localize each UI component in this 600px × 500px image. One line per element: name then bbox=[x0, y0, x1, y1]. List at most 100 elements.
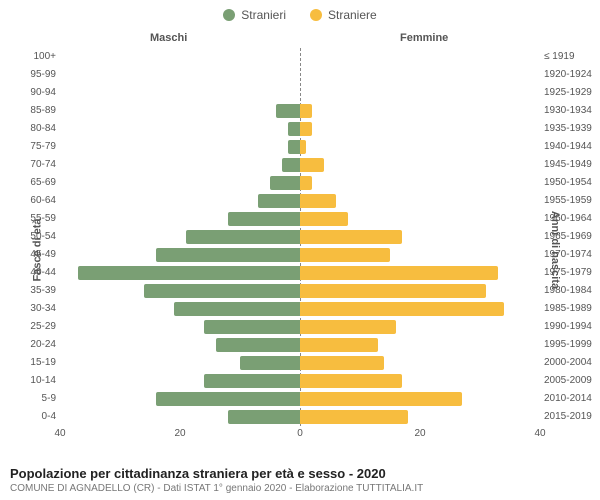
pyramid-row: 60-641955-1959 bbox=[60, 192, 540, 210]
bar-male bbox=[78, 266, 300, 280]
age-label: 80-84 bbox=[16, 120, 56, 138]
age-label: 90-94 bbox=[16, 84, 56, 102]
pyramid-chart: 100+≤ 191995-991920-192490-941925-192985… bbox=[60, 48, 540, 442]
pyramid-row: 0-42015-2019 bbox=[60, 408, 540, 426]
birth-year-label: 2015-2019 bbox=[544, 408, 596, 426]
birth-year-label: 2010-2014 bbox=[544, 390, 596, 408]
birth-year-label: 2005-2009 bbox=[544, 372, 596, 390]
age-label: 5-9 bbox=[16, 390, 56, 408]
bar-female bbox=[300, 158, 324, 172]
bar-male bbox=[216, 338, 300, 352]
pyramid-row: 10-142005-2009 bbox=[60, 372, 540, 390]
pyramid-row: 80-841935-1939 bbox=[60, 120, 540, 138]
pyramid-row: 30-341985-1989 bbox=[60, 300, 540, 318]
age-label: 55-59 bbox=[16, 210, 56, 228]
pyramid-row: 55-591960-1964 bbox=[60, 210, 540, 228]
pyramid-row: 20-241995-1999 bbox=[60, 336, 540, 354]
bar-female bbox=[300, 122, 312, 136]
birth-year-label: 1955-1959 bbox=[544, 192, 596, 210]
bar-male bbox=[204, 320, 300, 334]
age-label: 100+ bbox=[16, 48, 56, 66]
x-axis: 402002040 bbox=[60, 426, 540, 442]
pyramid-row: 50-541965-1969 bbox=[60, 228, 540, 246]
bar-male bbox=[144, 284, 300, 298]
bar-female bbox=[300, 176, 312, 190]
plot-area: 100+≤ 191995-991920-192490-941925-192985… bbox=[60, 48, 540, 426]
pyramid-row: 45-491970-1974 bbox=[60, 246, 540, 264]
bar-female bbox=[300, 140, 306, 154]
age-label: 95-99 bbox=[16, 66, 56, 84]
birth-year-label: 1950-1954 bbox=[544, 174, 596, 192]
age-label: 20-24 bbox=[16, 336, 56, 354]
legend-item-female: Straniere bbox=[310, 8, 377, 22]
birth-year-label: 1975-1979 bbox=[544, 264, 596, 282]
bar-male bbox=[270, 176, 300, 190]
age-label: 60-64 bbox=[16, 192, 56, 210]
age-label: 50-54 bbox=[16, 228, 56, 246]
pyramid-row: 85-891930-1934 bbox=[60, 102, 540, 120]
bar-female bbox=[300, 374, 402, 388]
age-label: 10-14 bbox=[16, 372, 56, 390]
birth-year-label: 1945-1949 bbox=[544, 156, 596, 174]
birth-year-label: 1935-1939 bbox=[544, 120, 596, 138]
chart-title: Popolazione per cittadinanza straniera p… bbox=[10, 466, 590, 481]
bar-female bbox=[300, 104, 312, 118]
bar-male bbox=[204, 374, 300, 388]
x-tick: 20 bbox=[414, 428, 425, 439]
header-male: Maschi bbox=[150, 32, 187, 44]
birth-year-label: 1965-1969 bbox=[544, 228, 596, 246]
birth-year-label: 1925-1929 bbox=[544, 84, 596, 102]
birth-year-label: ≤ 1919 bbox=[544, 48, 596, 66]
bar-male bbox=[288, 140, 300, 154]
x-tick: 20 bbox=[174, 428, 185, 439]
pyramid-row: 75-791940-1944 bbox=[60, 138, 540, 156]
bar-male bbox=[240, 356, 300, 370]
age-label: 45-49 bbox=[16, 246, 56, 264]
bar-female bbox=[300, 320, 396, 334]
birth-year-label: 1990-1994 bbox=[544, 318, 596, 336]
age-label: 30-34 bbox=[16, 300, 56, 318]
legend-label-female: Straniere bbox=[328, 8, 377, 22]
bar-male bbox=[228, 410, 300, 424]
age-label: 25-29 bbox=[16, 318, 56, 336]
bar-male bbox=[276, 104, 300, 118]
bar-female bbox=[300, 212, 348, 226]
legend-label-male: Stranieri bbox=[241, 8, 286, 22]
legend-item-male: Stranieri bbox=[223, 8, 286, 22]
bar-male bbox=[174, 302, 300, 316]
chart-subtitle: COMUNE DI AGNADELLO (CR) - Dati ISTAT 1°… bbox=[10, 483, 590, 494]
pyramid-row: 90-941925-1929 bbox=[60, 84, 540, 102]
bar-female bbox=[300, 194, 336, 208]
birth-year-label: 1995-1999 bbox=[544, 336, 596, 354]
pyramid-row: 40-441975-1979 bbox=[60, 264, 540, 282]
bar-male bbox=[228, 212, 300, 226]
birth-year-label: 1970-1974 bbox=[544, 246, 596, 264]
x-tick: 0 bbox=[297, 428, 303, 439]
age-label: 40-44 bbox=[16, 264, 56, 282]
bar-female bbox=[300, 266, 498, 280]
footer: Popolazione per cittadinanza straniera p… bbox=[10, 466, 590, 494]
x-tick: 40 bbox=[534, 428, 545, 439]
birth-year-label: 1980-1984 bbox=[544, 282, 596, 300]
bar-female bbox=[300, 392, 462, 406]
bar-female bbox=[300, 338, 378, 352]
pyramid-row: 5-92010-2014 bbox=[60, 390, 540, 408]
birth-year-label: 1940-1944 bbox=[544, 138, 596, 156]
pyramid-row: 65-691950-1954 bbox=[60, 174, 540, 192]
birth-year-label: 2000-2004 bbox=[544, 354, 596, 372]
swatch-female bbox=[310, 9, 322, 21]
bar-female bbox=[300, 230, 402, 244]
bar-male bbox=[258, 194, 300, 208]
bar-male bbox=[282, 158, 300, 172]
bar-male bbox=[186, 230, 300, 244]
birth-year-label: 1960-1964 bbox=[544, 210, 596, 228]
age-label: 70-74 bbox=[16, 156, 56, 174]
x-tick: 40 bbox=[54, 428, 65, 439]
bar-male bbox=[288, 122, 300, 136]
swatch-male bbox=[223, 9, 235, 21]
age-label: 85-89 bbox=[16, 102, 56, 120]
bar-female bbox=[300, 410, 408, 424]
birth-year-label: 1930-1934 bbox=[544, 102, 596, 120]
pyramid-row: 35-391980-1984 bbox=[60, 282, 540, 300]
pyramid-row: 100+≤ 1919 bbox=[60, 48, 540, 66]
